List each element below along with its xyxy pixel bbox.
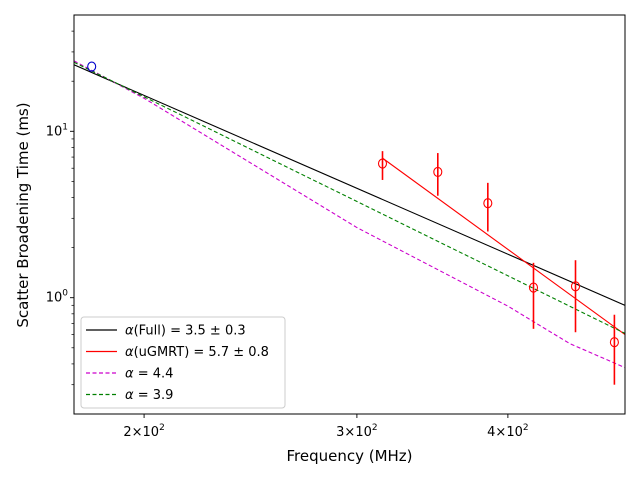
x-tick-label-2: 4×102 (487, 423, 528, 440)
red-data-point-2 (483, 198, 493, 209)
y-tick-label-0: 100 (46, 289, 69, 306)
red-data-point-1 (433, 166, 443, 177)
y-tick-label-1: 101 (46, 122, 68, 139)
red-data-point-3 (528, 282, 539, 293)
red-data-point-4 (570, 281, 581, 292)
legend: α(Full) = 3.5 ± 0.3 α(uGMRT) = 5.7 ± 0.8 α… (80, 316, 286, 409)
red-data-point-0 (377, 158, 388, 169)
legend-label-full: α(Full) = 3.5 ± 0.3 (125, 324, 246, 339)
red-data-point-5 (609, 337, 619, 348)
x-tick-label-1: 3×102 (336, 423, 377, 440)
fit-line-alpha39 (74, 61, 625, 334)
plot-frame (73, 14, 626, 415)
legend-box (80, 316, 286, 409)
y-axis-label: Scatter Broadening Time (ms) (14, 102, 32, 327)
legend-label-ugmrt: α(uGMRT) = 5.7 ± 0.8 (125, 345, 269, 360)
blue-data-point-0 (87, 61, 97, 72)
fit-line-alpha44 (74, 60, 625, 369)
fit-line-ugmrt (382, 157, 625, 336)
x-axis-label: Frequency (MHz) (286, 447, 412, 465)
x-tick-label-0: 2×102 (123, 423, 164, 440)
legend-label-alpha44: α = 4.4 (125, 367, 173, 382)
legend-label-alpha39: α = 3.9 (125, 388, 173, 403)
